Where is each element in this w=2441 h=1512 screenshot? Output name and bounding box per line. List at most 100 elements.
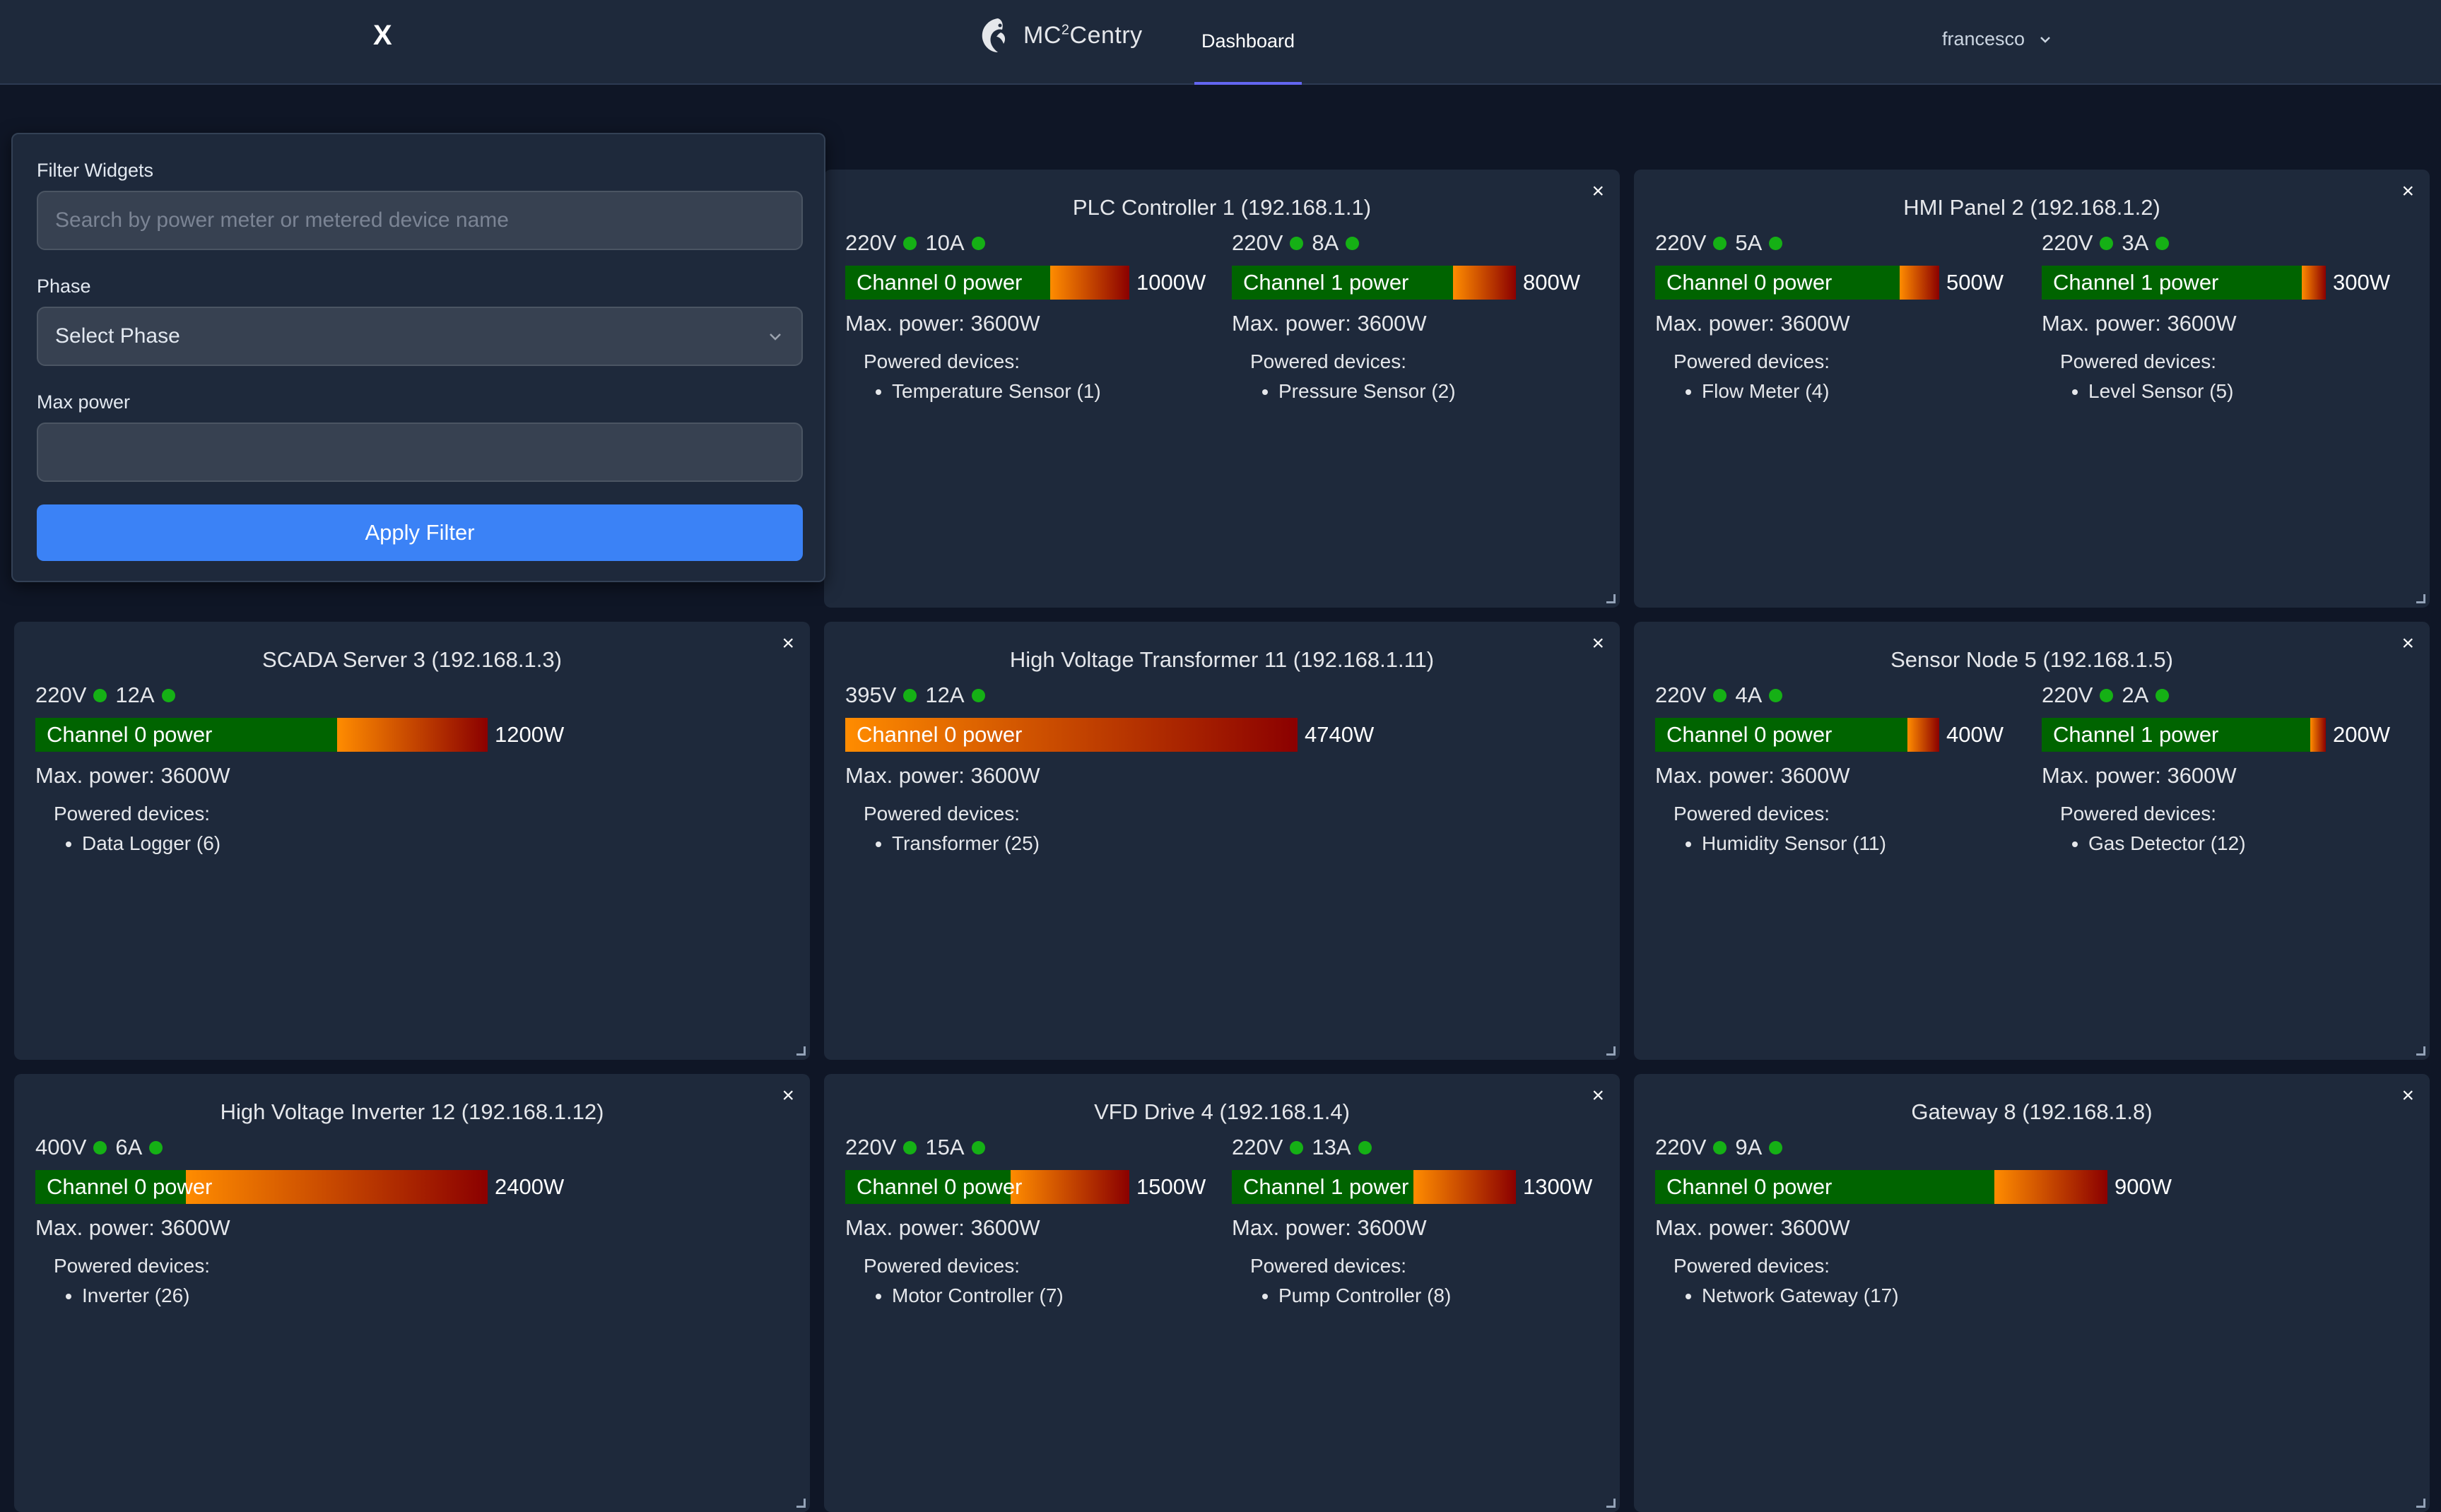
resize-handle-icon[interactable]: [1606, 1046, 1616, 1056]
power-meter-widget[interactable]: Gateway 8 (192.168.1.8) × 220V 9A Channel…: [1634, 1074, 2430, 1512]
powered-devices-list: Network Gateway (17): [1655, 1282, 2172, 1310]
voltage-value: 400V: [35, 1135, 87, 1159]
current-value: 4A: [1735, 683, 1763, 707]
widget-title: PLC Controller 1 (192.168.1.1): [1072, 195, 1372, 220]
channel-power-value: 500W: [1946, 270, 2004, 295]
powered-devices-list: Humidity Sensor (11): [1655, 829, 2004, 858]
voltage-current-readout: 395V 12A: [845, 680, 1374, 711]
channel-power-label: Channel 0 power: [1666, 722, 1833, 747]
current-status-dot: [1769, 688, 1783, 702]
voltage-status-dot: [903, 688, 917, 702]
resize-handle-icon[interactable]: [2416, 1046, 2425, 1056]
voltage-value: 395V: [845, 683, 897, 707]
close-widget-icon[interactable]: ×: [2401, 179, 2414, 203]
brand-name-superscript: 2: [1061, 22, 1070, 38]
channel-power-value: 1500W: [1136, 1174, 1206, 1199]
power-bar-fill: [2310, 718, 2326, 752]
channel-section: 395V 12A Channel 0 power 4740W Max. powe…: [845, 680, 1374, 858]
search-input[interactable]: [37, 191, 803, 250]
power-bar-row: Channel 1 power 1300W: [1232, 1170, 1592, 1204]
power-bar: Channel 1 power: [2042, 718, 2326, 752]
tab-dashboard[interactable]: Dashboard: [1194, 0, 1302, 85]
current-value: 13A: [1312, 1135, 1351, 1159]
max-power-text: Max. power: 3600W: [845, 311, 1040, 336]
voltage-value: 220V: [1232, 1135, 1283, 1159]
max-power-text: Max. power: 3600W: [1232, 311, 1427, 336]
voltage-current-readout: 400V 6A: [35, 1132, 564, 1163]
close-widget-icon[interactable]: ×: [2401, 1084, 2414, 1107]
power-bar: Channel 1 power: [2042, 266, 2326, 300]
power-meter-widget[interactable]: Sensor Node 5 (192.168.1.5) × 220V 4A Cha…: [1634, 622, 2430, 1060]
resize-handle-icon[interactable]: [1606, 1499, 1616, 1508]
max-power-text: Max. power: 3600W: [1655, 763, 1850, 788]
channel-power-label: Channel 1 power: [2053, 270, 2219, 295]
power-meter-widget[interactable]: High Voltage Inverter 12 (192.168.1.12) ×…: [14, 1074, 810, 1512]
voltage-status-dot: [2100, 688, 2114, 702]
power-bar-fill: [1907, 718, 1939, 752]
voltage-status-dot: [903, 1140, 917, 1154]
power-bar: Channel 0 power: [1655, 1170, 2107, 1204]
resize-handle-icon[interactable]: [2416, 594, 2425, 603]
power-bar-row: Channel 0 power 1500W: [845, 1170, 1206, 1204]
voltage-value: 220V: [845, 1135, 897, 1159]
current-status-dot: [971, 236, 985, 250]
filter-title: Filter Widgets: [37, 160, 154, 181]
power-bar: Channel 1 power: [1232, 266, 1516, 300]
power-bar-row: Channel 1 power 200W: [2042, 718, 2390, 752]
close-widget-icon[interactable]: ×: [782, 1084, 794, 1107]
channel-section: 220V 8A Channel 1 power 800W Max. power:…: [1232, 228, 1580, 406]
powered-devices-title: Powered devices:: [864, 803, 1020, 825]
power-bar-fill: [1900, 266, 1939, 300]
brand[interactable]: MC2Centry: [977, 16, 1143, 55]
username: francesco: [1942, 28, 2025, 49]
channel-section: 220V 13A Channel 1 power 1300W Max. powe…: [1232, 1132, 1592, 1310]
resize-handle-icon[interactable]: [796, 1499, 806, 1508]
widget-title: High Voltage Inverter 12 (192.168.1.12): [220, 1099, 604, 1124]
widget-title: Sensor Node 5 (192.168.1.5): [1890, 647, 2173, 672]
current-status-dot: [2155, 236, 2170, 250]
phase-select[interactable]: Select Phase: [37, 307, 803, 366]
user-menu[interactable]: francesco: [1942, 28, 2053, 50]
power-bar-row: Channel 0 power 2400W: [35, 1170, 564, 1204]
current-status-dot: [161, 688, 175, 702]
power-bar-fill: [1994, 1170, 2107, 1204]
powered-device-item: Humidity Sensor (11): [1702, 829, 2004, 858]
close-widget-icon[interactable]: ×: [1592, 179, 1604, 203]
max-power-text: Max. power: 3600W: [1232, 1215, 1427, 1240]
power-bar-fill: [1453, 266, 1516, 300]
powered-device-item: Pressure Sensor (2): [1278, 377, 1580, 406]
power-meter-widget[interactable]: SCADA Server 3 (192.168.1.3) × 220V 12A C…: [14, 622, 810, 1060]
max-power-input[interactable]: [37, 423, 803, 482]
close-widget-icon[interactable]: ×: [782, 632, 794, 655]
current-value: 8A: [1312, 230, 1339, 255]
resize-handle-icon[interactable]: [2416, 1499, 2425, 1508]
max-power-text: Max. power: 3600W: [2042, 311, 2237, 336]
voltage-status-dot: [1290, 1140, 1304, 1154]
channel-power-value: 400W: [1946, 722, 2004, 747]
close-widget-icon[interactable]: ×: [2401, 632, 2414, 655]
power-meter-widget[interactable]: VFD Drive 4 (192.168.1.4) × 220V 15A Chan…: [824, 1074, 1620, 1512]
apply-filter-button[interactable]: Apply Filter: [37, 504, 803, 561]
channel-power-label: Channel 0 power: [857, 1174, 1023, 1199]
power-meter-widget[interactable]: PLC Controller 1 (192.168.1.1) × 220V 10A…: [824, 170, 1620, 608]
power-meter-widget[interactable]: HMI Panel 2 (192.168.1.2) × 220V 5A Chann…: [1634, 170, 2430, 608]
voltage-current-readout: 220V 10A: [845, 228, 1206, 259]
resize-handle-icon[interactable]: [796, 1046, 806, 1056]
voltage-value: 220V: [1655, 1135, 1707, 1159]
close-widget-icon[interactable]: ×: [1592, 1084, 1604, 1107]
power-bar-fill: [1413, 1170, 1516, 1204]
current-status-dot: [1358, 1140, 1372, 1154]
power-meter-widget[interactable]: High Voltage Transformer 11 (192.168.1.1…: [824, 622, 1620, 1060]
close-sidebar-button[interactable]: X: [373, 20, 392, 51]
top-navbar: X MC2Centry Dashboard francesco: [0, 0, 2441, 85]
close-widget-icon[interactable]: ×: [1592, 632, 1604, 655]
max-power-text: Max. power: 3600W: [35, 1215, 230, 1240]
current-value: 12A: [925, 683, 965, 707]
voltage-value: 220V: [35, 683, 87, 707]
power-bar-row: Channel 0 power 4740W: [845, 718, 1374, 752]
voltage-current-readout: 220V 8A: [1232, 228, 1580, 259]
powered-devices-list: Inverter (26): [35, 1282, 564, 1310]
voltage-status-dot: [93, 1140, 107, 1154]
resize-handle-icon[interactable]: [1606, 594, 1616, 603]
channel-power-label: Channel 0 power: [47, 1174, 213, 1199]
